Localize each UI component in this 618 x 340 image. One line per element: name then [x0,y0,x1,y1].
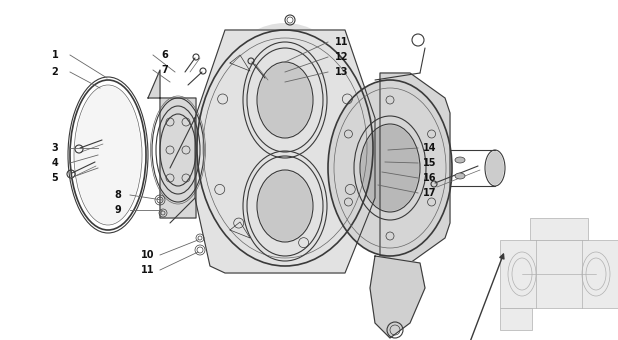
FancyBboxPatch shape [500,308,532,330]
Text: 3: 3 [52,143,58,153]
FancyBboxPatch shape [500,240,618,308]
Text: 11: 11 [142,265,154,275]
Text: 9: 9 [114,205,121,215]
Ellipse shape [328,80,452,256]
Text: 4: 4 [52,158,58,168]
Text: 10: 10 [142,250,154,260]
Ellipse shape [258,171,312,241]
Text: 17: 17 [423,188,437,198]
Text: 13: 13 [335,67,349,77]
Text: 15: 15 [423,158,437,168]
Ellipse shape [197,23,373,273]
Polygon shape [380,73,450,263]
Text: 2: 2 [52,67,58,77]
Ellipse shape [258,63,312,137]
Text: 8: 8 [114,190,122,200]
FancyBboxPatch shape [530,218,588,240]
Ellipse shape [361,125,419,211]
Text: 16: 16 [423,173,437,183]
Polygon shape [370,256,425,338]
Text: 6: 6 [162,50,168,60]
Polygon shape [195,30,375,273]
Polygon shape [148,70,196,218]
Ellipse shape [455,157,465,163]
Ellipse shape [455,173,465,179]
Text: 7: 7 [162,65,168,75]
Text: 11: 11 [335,37,349,47]
Ellipse shape [75,86,141,224]
Text: 1: 1 [52,50,58,60]
Ellipse shape [486,151,504,185]
Text: 14: 14 [423,143,437,153]
Text: 12: 12 [335,52,349,62]
Text: 5: 5 [52,173,58,183]
